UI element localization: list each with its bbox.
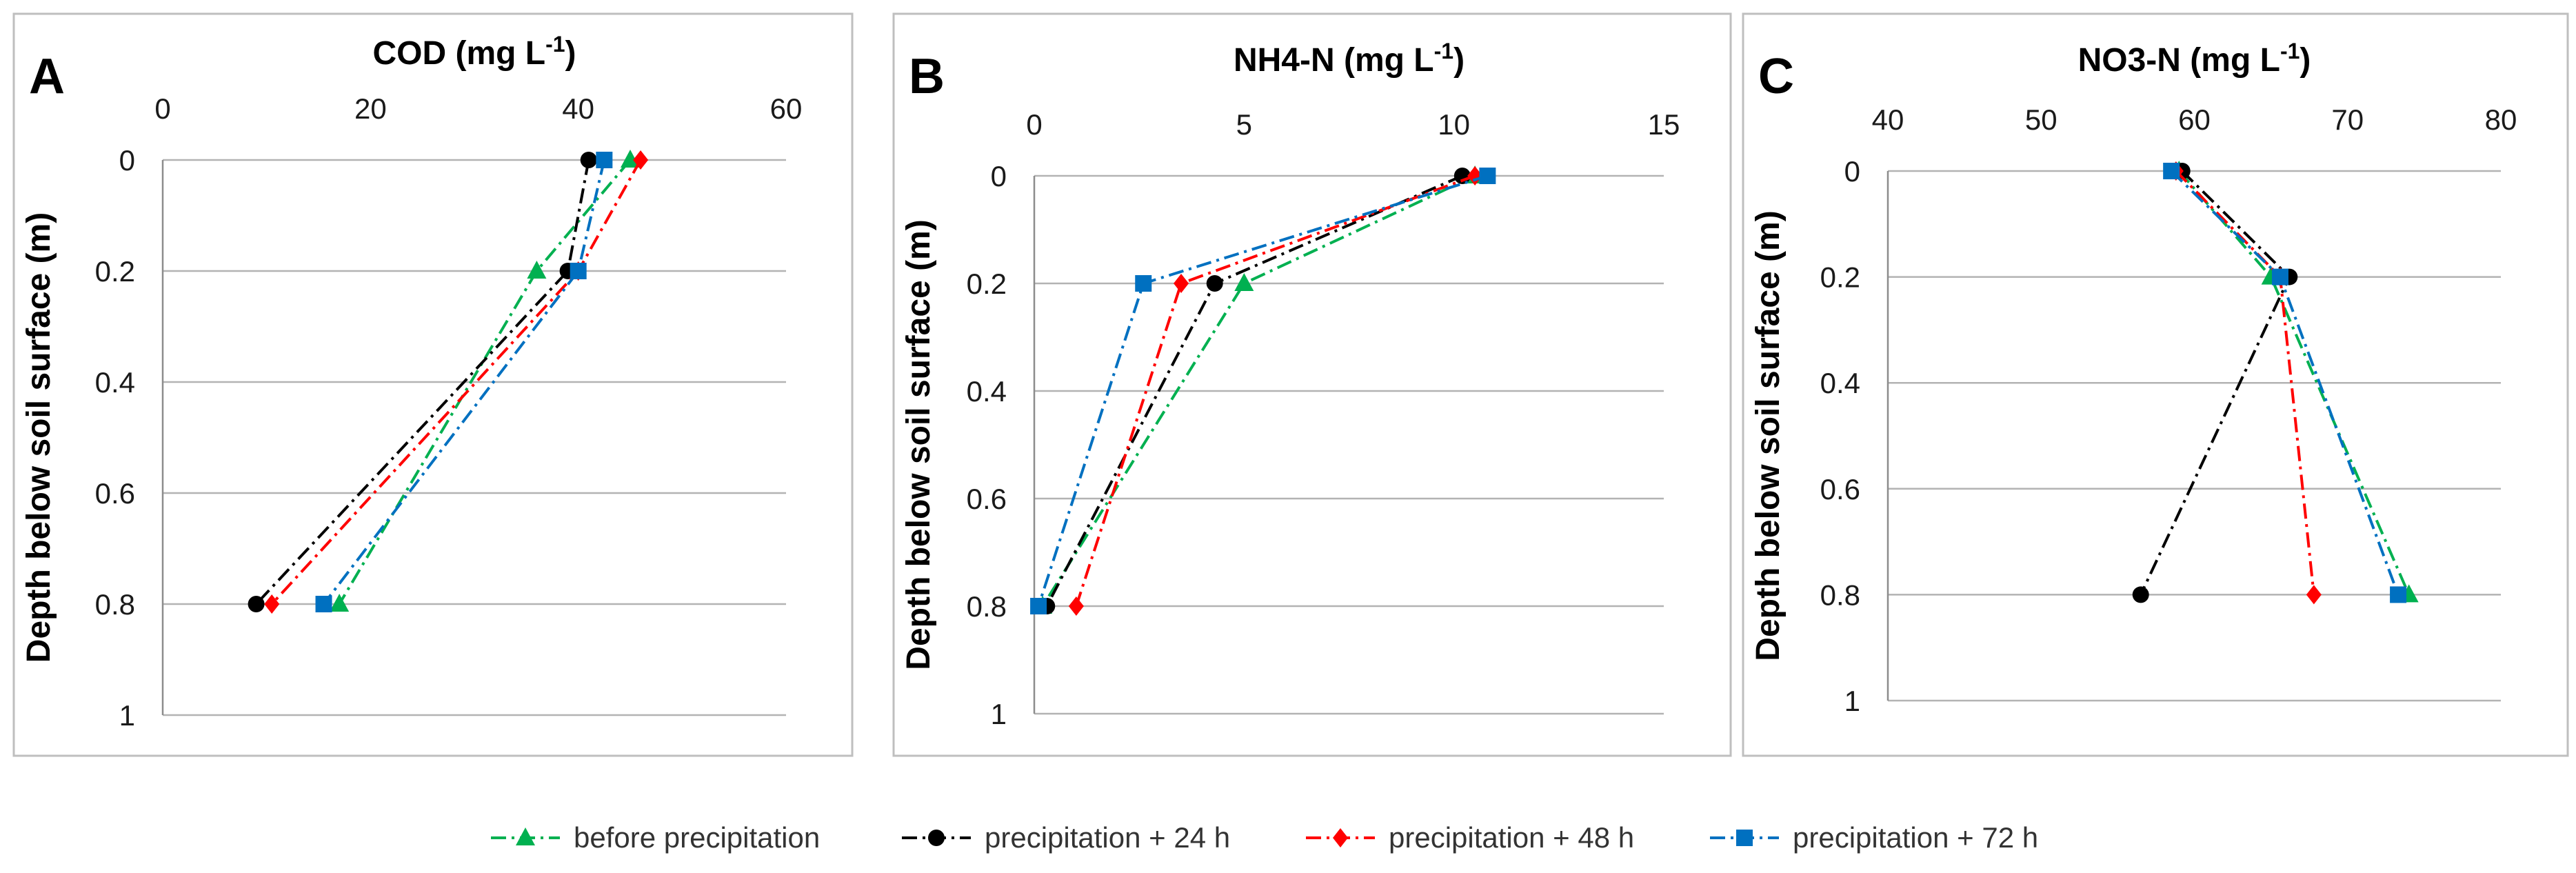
data-point-diamond bbox=[1068, 596, 1084, 616]
data-point-circle bbox=[580, 152, 597, 168]
legend-marker-triangle bbox=[516, 827, 535, 845]
chart-panel-c: 0 0.2 0.4 0.6 0.8 1 40 50 60 70 80 NO3-N (mg L-1) De… bbox=[1742, 12, 2569, 757]
y-tick-label: 0.6 bbox=[1820, 473, 1860, 505]
legend-label: before precipitation bbox=[574, 821, 820, 854]
data-point-diamond bbox=[1174, 274, 1189, 293]
legend-label: precipitation + 24 h bbox=[985, 821, 1230, 854]
data-point-diamond bbox=[633, 150, 649, 170]
panel-frame bbox=[12, 12, 854, 757]
panel-letter: A bbox=[29, 49, 65, 104]
panel-frame bbox=[1742, 12, 2569, 757]
legend-label: precipitation + 72 h bbox=[1793, 821, 2038, 854]
y-tick-label: 1 bbox=[1844, 685, 1860, 717]
y-tick-label: 0.4 bbox=[967, 375, 1007, 408]
series-line bbox=[322, 159, 606, 605]
y-tick-label: 0.6 bbox=[967, 483, 1007, 515]
y-tick-label: 0 bbox=[1844, 155, 1860, 188]
y-tick-label: 0.6 bbox=[95, 477, 135, 510]
data-point-circle bbox=[2132, 586, 2149, 603]
series-precipitation-48-h bbox=[1068, 166, 1483, 616]
y-axis-title: Depth below soil surface (m) bbox=[1750, 210, 1787, 661]
legend: before precipitation precipitation + 24 h… bbox=[491, 821, 2038, 854]
panel-letter: B bbox=[909, 49, 945, 104]
data-point-triangle bbox=[621, 150, 640, 168]
x-tick-label: 20 bbox=[354, 92, 387, 125]
x-axis-title: COD (mg L-1) bbox=[372, 32, 576, 72]
x-tick-label: 15 bbox=[1648, 108, 1680, 141]
legend-item: precipitation + 72 h bbox=[1710, 821, 2038, 854]
x-tick-label: 40 bbox=[562, 92, 594, 125]
series-precipitation-72-h bbox=[2163, 163, 2407, 603]
data-point-square bbox=[1479, 168, 1496, 184]
data-point-diamond bbox=[264, 594, 280, 614]
chart-panel-a: 0 0.2 0.4 0.6 0.8 1 0 20 40 60 COD (mg L-1) Depth b… bbox=[12, 12, 854, 757]
x-axis-title: NO3-N (mg L-1) bbox=[2078, 39, 2311, 79]
y-tick-label: 0 bbox=[991, 160, 1007, 192]
data-point-square bbox=[596, 152, 613, 168]
x-axis-title: NH4-N (mg L-1) bbox=[1234, 39, 1465, 79]
data-point-circle bbox=[1206, 275, 1223, 292]
legend-marker-diamond bbox=[1333, 828, 1348, 847]
y-tick-label: 0.8 bbox=[95, 588, 135, 621]
x-tick-label: 60 bbox=[2178, 103, 2211, 136]
legend-marker-square bbox=[1736, 830, 1753, 846]
x-tick-label: 0 bbox=[1026, 108, 1042, 141]
data-point-triangle bbox=[527, 261, 547, 279]
x-tick-label: 60 bbox=[770, 92, 803, 125]
legend-item: precipitation + 24 h bbox=[902, 821, 1230, 854]
y-axis-title: Depth below soil surface (m) bbox=[21, 212, 57, 663]
x-tick-label: 70 bbox=[2331, 103, 2364, 136]
series-precipitation-72-h bbox=[1030, 168, 1496, 614]
data-point-square bbox=[1135, 275, 1152, 292]
y-tick-label: 0.4 bbox=[1820, 367, 1860, 399]
y-axis-title: Depth below soil surface (m) bbox=[900, 219, 937, 670]
legend-item: precipitation + 48 h bbox=[1306, 821, 1634, 854]
panel-frame bbox=[892, 12, 1732, 757]
x-tick-label: 80 bbox=[2485, 103, 2517, 136]
panel-letter: C bbox=[1758, 49, 1794, 104]
data-point-diamond bbox=[1467, 166, 1483, 185]
data-point-square bbox=[2390, 586, 2407, 603]
y-tick-label: 1 bbox=[991, 698, 1007, 730]
x-tick-label: 50 bbox=[2025, 103, 2057, 136]
series-precipitation-72-h bbox=[315, 152, 613, 612]
data-point-circle bbox=[248, 596, 265, 612]
data-point-square bbox=[1030, 598, 1047, 614]
y-tick-label: 0.4 bbox=[95, 366, 135, 399]
legend-label: precipitation + 48 h bbox=[1389, 821, 1634, 854]
x-tick-label: 0 bbox=[154, 92, 170, 125]
data-point-square bbox=[570, 263, 587, 279]
data-point-triangle bbox=[330, 594, 350, 612]
y-tick-label: 0.2 bbox=[967, 268, 1007, 300]
legend-marker-circle bbox=[928, 830, 945, 846]
y-tick-label: 0.2 bbox=[95, 255, 135, 288]
series-before-precipitation bbox=[330, 150, 640, 612]
y-tick-label: 0.8 bbox=[967, 590, 1007, 623]
x-tick-label: 5 bbox=[1236, 108, 1252, 141]
y-tick-label: 1 bbox=[119, 699, 135, 732]
y-tick-label: 0.2 bbox=[1820, 261, 1860, 294]
x-tick-label: 40 bbox=[1872, 103, 1904, 136]
data-point-triangle bbox=[1234, 273, 1254, 291]
data-point-square bbox=[315, 596, 332, 612]
legend-item: before precipitation bbox=[491, 821, 820, 854]
data-point-square bbox=[2163, 163, 2180, 179]
y-tick-label: 0.8 bbox=[1820, 579, 1860, 611]
data-point-diamond bbox=[2306, 585, 2322, 605]
series-line bbox=[255, 159, 590, 605]
y-tick-label: 0 bbox=[119, 144, 135, 177]
data-point-square bbox=[2271, 268, 2288, 285]
x-tick-label: 10 bbox=[1438, 108, 1470, 141]
